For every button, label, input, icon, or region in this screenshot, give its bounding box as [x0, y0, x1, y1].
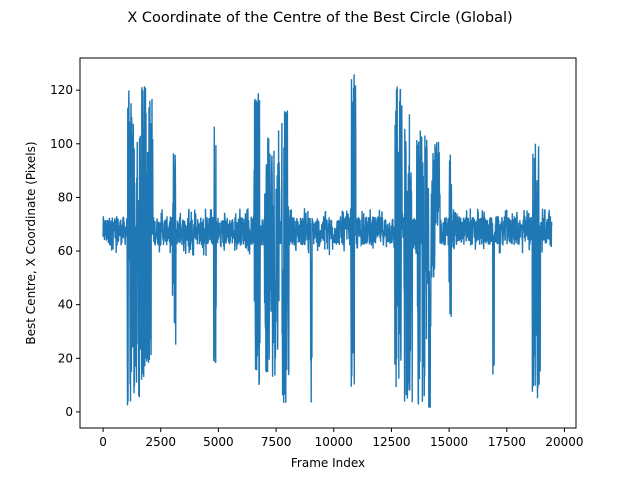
x-axis: 0 2500 5000 7500 10000 12500 15000 17500 20000 [99, 428, 584, 449]
y-tick-label-3: 60 [58, 244, 73, 258]
y-tick-label-2: 40 [58, 298, 73, 312]
y-tick-label-1: 20 [58, 351, 73, 365]
series-line-0 [102, 74, 553, 408]
series-layer [102, 74, 553, 408]
y-tick-label-6: 120 [50, 83, 73, 97]
y-axis-label: Best Centre, X Coordinate (Pixels) [24, 141, 38, 344]
plot-border [79, 57, 577, 429]
x-axis-label: Frame Index [291, 456, 365, 470]
plot-area [79, 57, 577, 429]
x-tick-label-5: 12500 [372, 435, 410, 449]
x-tick-label-3: 7500 [261, 435, 292, 449]
y-tick-label-5: 100 [50, 137, 73, 151]
x-tick-label-8: 20000 [545, 435, 583, 449]
y-tick-label-4: 80 [58, 190, 73, 204]
x-tick-label-0: 0 [99, 435, 107, 449]
x-tick-label-6: 15000 [430, 435, 468, 449]
x-tick-label-4: 10000 [315, 435, 353, 449]
x-tick-label-7: 17500 [488, 435, 526, 449]
x-tick-label-2: 5000 [203, 435, 234, 449]
y-axis: 0 20 40 60 80 100 120 [50, 83, 80, 419]
y-tick-label-0: 0 [65, 405, 73, 419]
x-tick-label-1: 2500 [145, 435, 176, 449]
chart-title: X Coordinate of the Centre of the Best C… [127, 10, 512, 26]
